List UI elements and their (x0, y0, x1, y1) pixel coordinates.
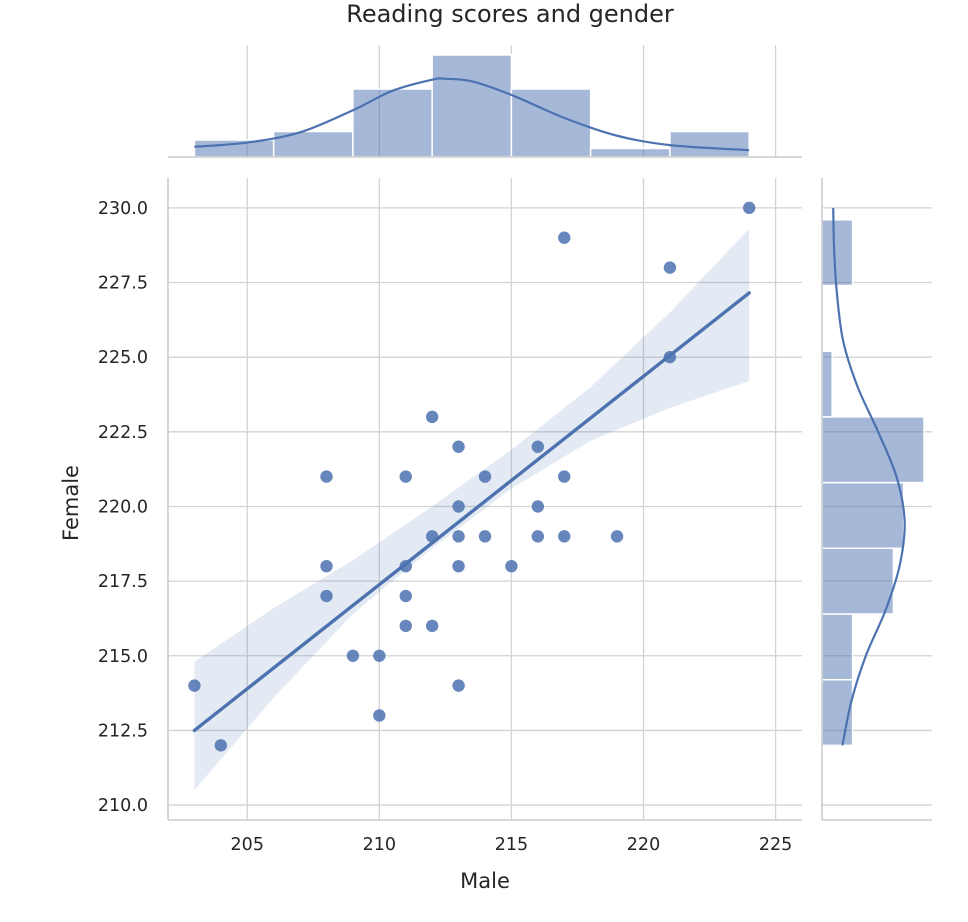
axes (167, 178, 932, 821)
y-tick-labels: 210.0 212.5 215.0 217.5 220.0 222.5 225.0 227.5… (98, 199, 148, 816)
scatter-point-18 (452, 559, 465, 573)
scatter-point-7 (373, 709, 386, 722)
top-hist-bar-5 (589, 147, 671, 158)
x-axis-label: Male (460, 869, 510, 893)
scatter-point-25 (531, 530, 545, 543)
scatter-point-6 (373, 649, 386, 662)
right-hist-bar-2 (821, 547, 895, 615)
scatter-point-2 (320, 470, 333, 483)
right-histogram (821, 178, 925, 820)
scatter-point-23 (531, 440, 545, 453)
regression-line (192, 291, 751, 733)
top-hist-bar-2 (352, 88, 433, 158)
scatter-point-24 (531, 500, 545, 513)
confidence-band-area (194, 228, 750, 791)
scatter-point-32 (742, 201, 756, 215)
y-tick-label: 225.0 (98, 348, 148, 368)
scatter-point-22 (505, 559, 518, 573)
x-tick-label: 210 (363, 835, 396, 855)
scatter-point-14 (425, 619, 439, 633)
scatter-point-21 (478, 530, 492, 543)
y-tick-label: 210.0 (98, 796, 148, 816)
scatter-point-8 (399, 470, 412, 483)
y-tick-label: 220.0 (98, 497, 148, 517)
scatter-point-3 (320, 559, 333, 573)
scatter-point-12 (425, 410, 439, 424)
x-tick-label: 215 (495, 835, 528, 855)
x-tick-label: 220 (627, 835, 660, 855)
scatter-point-11 (399, 619, 412, 633)
x-tick-label: 205 (231, 835, 264, 855)
confidence-band (194, 228, 750, 791)
chart-title: Reading scores and gender (346, 0, 674, 28)
right-hist-bar-4 (821, 416, 925, 484)
scatter-points (188, 201, 756, 752)
scatter-point-26 (558, 231, 571, 244)
right-hist-bar-3 (821, 481, 905, 550)
scatter-point-16 (452, 500, 465, 513)
top-hist-bar-0 (193, 139, 275, 158)
scatter-point-20 (478, 470, 492, 483)
x-tick-labels: 205 210 215 220 225 (231, 835, 793, 855)
y-tick-label: 212.5 (98, 721, 148, 741)
scatter-point-1 (214, 739, 228, 752)
top-hist-bar-3 (431, 54, 513, 158)
top-kde-line (194, 77, 750, 152)
top-histogram (168, 54, 802, 158)
scatter-point-17 (452, 530, 465, 543)
right-kde-line (832, 207, 906, 746)
y-tick-label: 217.5 (98, 572, 148, 592)
scatter-point-27 (558, 470, 571, 483)
x-tick-label: 225 (759, 835, 792, 855)
right-hist-bar-7 (821, 219, 854, 287)
main-grid (168, 178, 802, 820)
right-hist-bar-1 (821, 613, 854, 681)
top-hist-bar-6 (669, 130, 750, 158)
scatter-point-4 (320, 589, 333, 603)
scatter-point-28 (558, 530, 571, 543)
right-hist-bar-0 (821, 678, 854, 747)
y-tick-label: 227.5 (98, 274, 148, 294)
scatter-point-19 (452, 679, 465, 692)
y-axis-label: Female (59, 465, 83, 541)
y-tick-label: 230.0 (98, 199, 148, 219)
scatter-point-29 (610, 530, 624, 543)
y-tick-label: 222.5 (98, 423, 148, 443)
scatter-point-0 (188, 679, 201, 692)
scatter-point-5 (346, 649, 360, 662)
scatter-point-30 (663, 261, 677, 274)
y-tick-label: 215.0 (98, 647, 148, 667)
scatter-point-15 (452, 440, 465, 453)
regression-line-group (192, 291, 751, 733)
right-hist-bar-5 (821, 350, 833, 418)
scatter-point-10 (399, 589, 412, 603)
